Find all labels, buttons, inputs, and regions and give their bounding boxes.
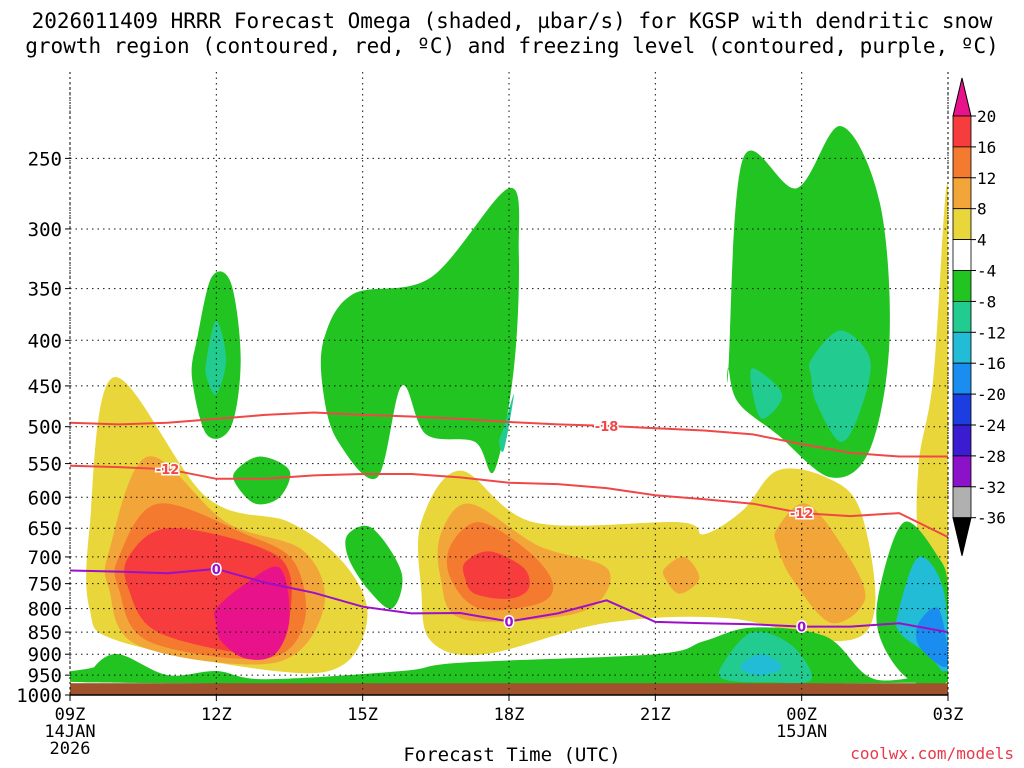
x-tick-label-00Z: 00Z xyxy=(786,705,817,725)
x-tick-label-09Z: 09Z xyxy=(55,705,86,725)
colorbar-label-20: 20 xyxy=(977,107,996,126)
contour-label-freezing_0: 0 xyxy=(797,621,806,636)
colorbar-label--32: -32 xyxy=(977,478,1006,497)
colorbar-label-8: 8 xyxy=(977,200,987,219)
omega-region-sinking-low-16z-neg4 xyxy=(345,525,403,609)
contour-label-dgz_-12: -12 xyxy=(156,463,180,478)
omega-region-rising-lowlevel-early-20 xyxy=(213,566,290,660)
y-tick-label-600: 600 xyxy=(28,487,62,509)
omega-region-sinking-upper-00z-neg4 xyxy=(726,126,890,478)
axis-labels-layer: 2503003504004505005506006507007508008509… xyxy=(16,148,963,759)
colorbar-label--36: -36 xyxy=(977,509,1006,528)
x-tick-label-15Z: 15Z xyxy=(347,705,378,725)
y-tick-label-300: 300 xyxy=(28,219,62,241)
colorbar-label-16: 16 xyxy=(977,138,996,157)
colorbar-top-arrow xyxy=(952,77,972,117)
colorbar-label--28: -28 xyxy=(977,447,1006,466)
contour-freezing_0 xyxy=(70,567,948,634)
y-tick-label-650: 650 xyxy=(28,518,62,540)
colorbar-label--8: -8 xyxy=(977,292,996,311)
y-tick-label-500: 500 xyxy=(28,417,62,439)
omega-region-rising-2130z-8 xyxy=(662,556,700,594)
gridlines-layer xyxy=(69,72,949,696)
x-tick-date-00Z: 15JAN xyxy=(776,722,827,742)
omega-shading-layer xyxy=(70,126,948,688)
omega-region-sinking-surface-neg12 xyxy=(740,654,783,676)
contour-label-freezing_0: 0 xyxy=(504,615,513,630)
colorbar-bottom-arrow xyxy=(952,517,972,556)
omega-region-sinking-upper-00z-neg8 xyxy=(750,368,783,419)
colorbar-segment-4 xyxy=(952,208,972,240)
colorbar-label--12: -12 xyxy=(977,323,1006,342)
omega-region-sinking-mid-1230z-neg4 xyxy=(233,456,291,505)
colorbar-segment-12 xyxy=(952,455,972,488)
y-tick-label-550: 550 xyxy=(28,454,62,476)
colorbar-label--4: -4 xyxy=(977,262,996,281)
colorbar-segment-7 xyxy=(952,300,972,333)
omega-region-sinking-upper-1700z-neg4 xyxy=(320,187,520,480)
colorbar-label--16: -16 xyxy=(977,354,1006,373)
y-tick-label-700: 700 xyxy=(28,547,62,569)
colorbar-segment-3 xyxy=(952,177,972,210)
omega-region-rising-03z-4 xyxy=(916,184,948,617)
contour-label-dgz_-12: -12 xyxy=(790,507,814,522)
y-tick-label-450: 450 xyxy=(28,376,62,398)
x-tick-label-03Z: 03Z xyxy=(933,705,964,725)
x-tick-label-12Z: 12Z xyxy=(201,705,232,725)
x-tick-date-09Z: 14JAN xyxy=(44,722,95,742)
colorbar-label--24: -24 xyxy=(977,416,1006,435)
contour-label-dgz_-18: -18 xyxy=(595,420,619,435)
y-tick-label-350: 350 xyxy=(28,279,62,301)
x-tick-year-09Z: 2026 xyxy=(50,739,91,759)
contour-dgz_-18 xyxy=(70,411,948,458)
omega-region-rising-2330z-8 xyxy=(774,503,866,624)
contour-dgz_-12 xyxy=(70,464,948,538)
omega-region-sinking-upper-00z-neg8 xyxy=(809,330,871,442)
contour-label-freezing_0: 0 xyxy=(212,563,221,578)
colorbar-segment-9 xyxy=(952,362,972,395)
y-tick-label-950: 950 xyxy=(28,665,62,687)
colorbar-segment-2 xyxy=(952,146,972,179)
colorbar-segment-13 xyxy=(952,486,972,519)
colorbar-segment-6 xyxy=(952,270,972,302)
y-tick-label-850: 850 xyxy=(28,622,62,644)
y-tick-label-400: 400 xyxy=(28,330,62,352)
colorbar-segment-11 xyxy=(952,424,972,457)
x-tick-label-21Z: 21Z xyxy=(640,705,671,725)
contours-layer: -18 -12 -12 0 0 0 xyxy=(70,411,948,637)
colorbar-label-12: 12 xyxy=(977,169,996,188)
chart-title-line1: 2026011409 HRRR Forecast Omega (shaded, … xyxy=(31,9,993,33)
colorbar-segment-5 xyxy=(952,239,972,271)
colorbar-label-4: 4 xyxy=(977,231,987,250)
omega-region-sinking-low-02z-neg16 xyxy=(916,607,948,668)
colorbar-segment-1 xyxy=(952,115,972,148)
y-tick-label-800: 800 xyxy=(28,599,62,621)
chart-title-line2: growth region (contoured, red, ºC) and f… xyxy=(25,34,999,58)
y-tick-label-750: 750 xyxy=(28,574,62,596)
omega-region-sinking-upper-1700z-neg8 xyxy=(499,394,514,452)
colorbar-layer: 20 16 12 8 4 -4 -8 -12 -16 -20 -24 -28 -32 -36 xyxy=(952,77,1006,556)
x-tick-label-18Z: 18Z xyxy=(494,705,525,725)
site-credit[interactable]: coolwx.com/models xyxy=(850,744,1014,763)
colorbar-segment-8 xyxy=(952,331,972,364)
colorbar-segment-10 xyxy=(952,393,972,426)
colorbar-label--20: -20 xyxy=(977,385,1006,404)
y-tick-label-900: 900 xyxy=(28,644,62,666)
omega-region-rising-midday-16 xyxy=(462,551,530,599)
y-tick-label-250: 250 xyxy=(28,148,62,170)
x-axis-label: Forecast Time (UTC) xyxy=(403,744,621,766)
y-tick-label-1000: 1000 xyxy=(16,685,62,707)
omega-region-sinking-upper-1130z-neg8 xyxy=(205,320,227,395)
